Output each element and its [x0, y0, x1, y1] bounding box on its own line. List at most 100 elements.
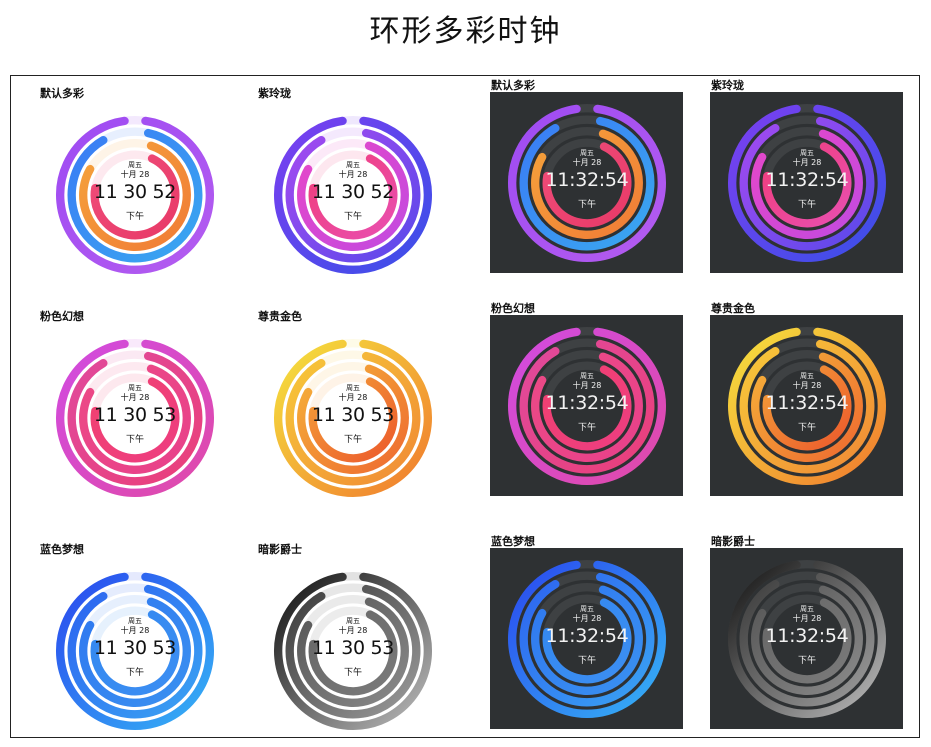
theme-label: 尊贵金色: [258, 310, 302, 323]
ring-arc: [508, 104, 666, 262]
ring-arc: [751, 129, 863, 239]
clock-time: 11:32:54: [765, 391, 849, 414]
clock-date: 十月 28: [572, 614, 602, 624]
ring-arc: [56, 572, 214, 730]
ring-arc: [274, 572, 432, 730]
theme-label: 默认多彩: [40, 87, 84, 100]
ring-arc: [308, 154, 398, 240]
clock-ampm: 下午: [343, 435, 362, 446]
ring-arc: [728, 104, 886, 262]
ring-arc: [297, 597, 409, 707]
ring-arc: [739, 339, 875, 474]
clock-face: 周五 十月 28 11:32:54 下午: [507, 559, 667, 719]
clock-date: 十月 28: [572, 381, 602, 391]
clock-weekday: 周五: [346, 160, 360, 169]
ring-arc: [728, 560, 886, 718]
ring-clock-svg: [56, 339, 214, 497]
ring-arc: [751, 352, 863, 462]
ring-arc: [90, 377, 180, 463]
clock-face: 周五 十月 28 11 30 53 下午: [273, 338, 433, 498]
ring-arc: [531, 129, 643, 239]
clock-time: 11:32:54: [545, 168, 629, 191]
ring-arc: [542, 365, 632, 451]
clock-ampm: 下午: [125, 212, 144, 223]
ring-arc: [90, 610, 180, 696]
ring-arc: [56, 339, 214, 497]
ring-arc: [762, 365, 852, 451]
clock-face: 周五 十月 28 11 30 53 下午: [55, 571, 215, 731]
ring-clock-svg: [728, 560, 886, 718]
theme-label: 暗影爵士: [258, 543, 302, 556]
ring-clock-dial: 周五 十月 28 11 30 52 下午: [273, 115, 433, 275]
clock-ampm: 下午: [797, 200, 816, 211]
clock-time: 11 30 53: [93, 403, 177, 426]
clock-weekday: 周五: [128, 616, 142, 625]
ring-clock-dial: 周五 十月 28 11:32:54 下午: [507, 326, 667, 486]
clock-ampm: 下午: [125, 668, 144, 679]
ring-arc: [67, 351, 203, 486]
clock-date: 十月 28: [120, 170, 150, 180]
clock-weekday: 周五: [346, 616, 360, 625]
ring-arc: [56, 116, 214, 274]
clock-date: 十月 28: [120, 626, 150, 636]
clock-weekday: 周五: [800, 371, 814, 380]
ring-arc: [531, 352, 643, 462]
ring-clock-svg: [508, 327, 666, 485]
ring-clock-svg: [274, 572, 432, 730]
clock-face: 周五 十月 28 11:32:54 下午: [727, 559, 887, 719]
ring-clock-dial: 周五 十月 28 11:32:54 下午: [727, 559, 887, 719]
clock-date: 十月 28: [338, 170, 368, 180]
ring-arc: [297, 141, 409, 251]
theme-label: 尊贵金色: [711, 302, 755, 315]
clock-ampm: 下午: [577, 656, 596, 667]
clock-weekday: 周五: [580, 604, 594, 613]
clock-ampm: 下午: [125, 435, 144, 446]
clock-date: 十月 28: [572, 158, 602, 168]
ring-arc: [285, 128, 421, 263]
ring-arc: [542, 598, 632, 684]
ring-arc: [285, 351, 421, 486]
ring-arc: [79, 364, 191, 474]
clock-time: 11:32:54: [545, 391, 629, 414]
ring-arc: [297, 364, 409, 474]
clock-face: 周五 十月 28 11:32:54 下午: [507, 326, 667, 486]
ring-arc: [274, 116, 432, 274]
theme-label: 粉色幻想: [491, 302, 535, 315]
ring-arc: [531, 585, 643, 695]
ring-clock-svg: [274, 339, 432, 497]
clock-time: 11 30 53: [93, 636, 177, 659]
clock-time: 11:32:54: [545, 624, 629, 647]
ring-arc: [519, 116, 655, 251]
ring-clock-svg: [728, 104, 886, 262]
ring-clock-dial: 周五 十月 28 11 30 53 下午: [273, 338, 433, 498]
clock-face: 周五 十月 28 11:32:54 下午: [727, 103, 887, 263]
clock-face: 周五 十月 28 11 30 52 下午: [55, 115, 215, 275]
clock-time: 11 30 52: [93, 180, 177, 203]
ring-arc: [67, 128, 203, 263]
ring-clock-dial: 周五 十月 28 11 30 53 下午: [273, 571, 433, 731]
theme-label: 紫玲珑: [258, 87, 291, 100]
ring-arc: [308, 610, 398, 696]
clock-face: 周五 十月 28 11 30 53 下午: [273, 571, 433, 731]
clock-weekday: 周五: [128, 160, 142, 169]
clock-date: 十月 28: [338, 393, 368, 403]
ring-clock-dial: 周五 十月 28 11:32:54 下午: [507, 103, 667, 263]
ring-arc: [519, 572, 655, 707]
clock-date: 十月 28: [792, 158, 822, 168]
ring-arc: [308, 377, 398, 463]
ring-arc: [508, 327, 666, 485]
ring-clock-svg: [56, 572, 214, 730]
ring-arc: [739, 572, 875, 707]
clock-ampm: 下午: [797, 656, 816, 667]
ring-clock-svg: [56, 116, 214, 274]
clock-face: 周五 十月 28 11 30 52 下午: [273, 115, 433, 275]
theme-label: 暗影爵士: [711, 535, 755, 548]
clock-ampm: 下午: [797, 423, 816, 434]
clock-date: 十月 28: [120, 393, 150, 403]
ring-arc: [67, 584, 203, 719]
ring-arc: [751, 585, 863, 695]
ring-clock-svg: [274, 116, 432, 274]
clock-time: 11 30 53: [311, 403, 395, 426]
ring-arc: [79, 597, 191, 707]
page-title: 环形多彩时钟: [369, 14, 562, 49]
